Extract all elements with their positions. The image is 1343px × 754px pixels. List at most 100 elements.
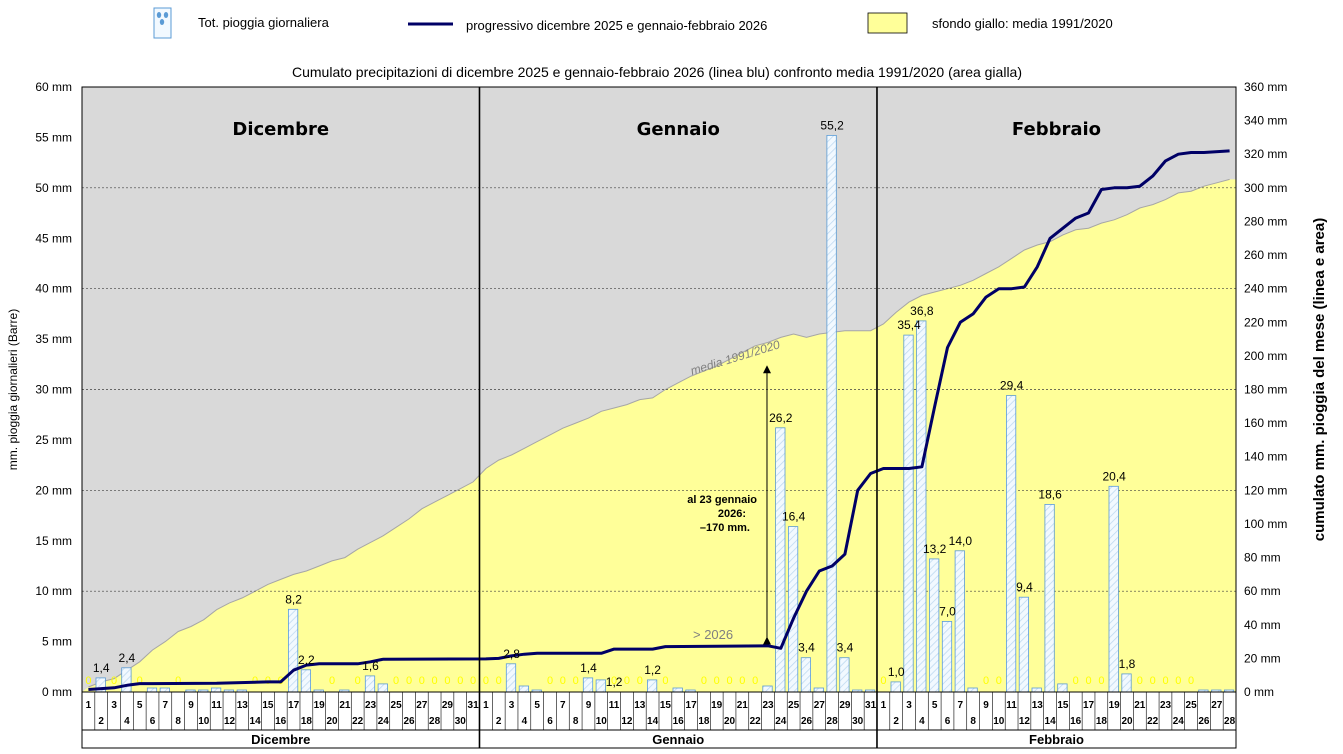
x-tick-label: 26 [403, 716, 415, 727]
zero-data-label: 0 [419, 675, 425, 687]
daily-bar [1108, 485, 1119, 693]
y-tick-label-left: 0 mm [42, 685, 72, 699]
zero-data-label: 0 [432, 675, 438, 687]
y-tick-label-right: 260 mm [1244, 248, 1287, 262]
x-tick-label: 15 [262, 700, 274, 711]
x-tick-label: 1 [881, 700, 887, 711]
x-tick-label: 31 [865, 700, 877, 711]
x-tick-label: 2 [98, 716, 104, 727]
zero-data-label: 0 [996, 675, 1002, 687]
zero-data-label: 0 [483, 675, 489, 687]
x-tick-label: 21 [339, 700, 351, 711]
y-axis-label-left: mm. pioggia giornalieri (Barre) [6, 309, 20, 470]
x-tick-label: 24 [775, 716, 787, 727]
bar-value-label: 55,2 [820, 118, 844, 132]
x-tick-label: 6 [945, 716, 951, 727]
x-tick-label: 7 [560, 700, 566, 711]
daily-bar [1018, 596, 1030, 693]
daily-bar [890, 681, 901, 693]
daily-bar [210, 687, 222, 693]
x-tick-label: 10 [993, 716, 1005, 727]
legend-bars-label: Tot. pioggia giornaliera [198, 15, 330, 30]
zero-data-label: 0 [624, 675, 630, 687]
x-tick-label: 14 [647, 716, 659, 727]
average-area-edge [88, 178, 1230, 688]
deficit-note-line2: 2026: [718, 508, 746, 520]
x-tick-label: 8 [970, 716, 976, 727]
daily-bar [1031, 687, 1042, 693]
zero-data-label: 0 [1188, 675, 1194, 687]
average-area [82, 179, 1236, 692]
x-tick-label: 22 [352, 716, 364, 727]
zero-data-label: 0 [496, 675, 502, 687]
cumulative-line [88, 149, 1230, 691]
x-tick-label: 23 [365, 700, 377, 711]
x-tick-label: 17 [1083, 700, 1095, 711]
bar-value-label: 1,2 [606, 675, 623, 689]
x-tick-label: 4 [124, 716, 130, 727]
daily-bar [826, 134, 837, 693]
daily-bar [647, 679, 658, 693]
bar-value-label: 16,4 [782, 510, 806, 524]
x-tick-label: 10 [596, 716, 608, 727]
y-axis-label-right: cumulato mm. pioggia del mese (linea e a… [1311, 218, 1328, 541]
y-tick-label-right: 320 mm [1244, 147, 1287, 161]
zero-data-label: 0 [752, 675, 758, 687]
daily-bar [377, 683, 388, 693]
y-tick-label-right: 140 mm [1244, 450, 1287, 464]
y-tick-label-right: 220 mm [1244, 315, 1287, 329]
month-heading: Dicembre [232, 119, 329, 140]
daily-bar [518, 685, 530, 693]
x-tick-label: 25 [1186, 700, 1198, 711]
x-tick-label: 7 [958, 700, 964, 711]
zero-data-label: 0 [444, 675, 450, 687]
x-tick-label: 13 [634, 700, 646, 711]
y-tick-label-left: 25 mm [35, 433, 72, 447]
daily-bar [954, 550, 965, 693]
x-tick-label: 18 [301, 716, 313, 727]
x-tick-label: 9 [983, 700, 989, 711]
zero-data-label: 0 [1098, 675, 1104, 687]
zero-data-label: 0 [611, 675, 617, 687]
zero-data-label: 0 [637, 675, 643, 687]
x-tick-label: 21 [1134, 700, 1146, 711]
x-tick-label: 11 [609, 700, 620, 711]
y-tick-label-left: 5 mm [42, 635, 72, 649]
x-tick-label: 15 [660, 700, 672, 711]
x-tick-label: 17 [288, 700, 300, 711]
x-tick-label: 22 [1147, 716, 1159, 727]
x-tick-label: 16 [673, 716, 685, 727]
x-tick-label: 12 [1019, 716, 1031, 727]
x-tick-label: 21 [737, 700, 749, 711]
zero-data-label: 0 [329, 675, 335, 687]
bar-value-label: 2,8 [503, 647, 520, 661]
x-tick-label: 20 [1121, 716, 1133, 727]
x-tick-label: 27 [416, 700, 428, 711]
x-tick-label: 11 [211, 700, 222, 711]
x-tick-label: 4 [919, 716, 925, 727]
bar-value-label: 3,4 [798, 641, 815, 655]
y-tick-label-right: 200 mm [1244, 349, 1287, 363]
x-tick-label: 27 [814, 700, 826, 711]
y-tick-label-right: 20 mm [1244, 651, 1281, 665]
x-tick-label: 28 [1224, 716, 1236, 727]
zero-data-label: 0 [1162, 675, 1168, 687]
bar-value-label: 8,2 [285, 592, 302, 606]
zero-data-label: 0 [393, 675, 399, 687]
x-tick-label: 24 [378, 716, 390, 727]
y-tick-label-right: 120 mm [1244, 483, 1287, 497]
x-tick-label: 25 [788, 700, 800, 711]
zero-data-label: 0 [457, 675, 463, 687]
bar-value-label: 9,4 [1016, 580, 1033, 594]
x-tick-label: 12 [224, 716, 236, 727]
x-tick-label: 23 [1160, 700, 1172, 711]
zero-data-label: 0 [175, 675, 181, 687]
bar-value-label: 1,8 [1119, 657, 1136, 671]
daily-bar [121, 667, 132, 693]
zero-data-label: 0 [560, 675, 566, 687]
y-tick-label-right: 280 mm [1244, 214, 1287, 228]
x-tick-label: 3 [111, 700, 117, 711]
bar-value-label: 13,2 [923, 542, 947, 556]
y-tick-label-right: 100 mm [1244, 517, 1287, 531]
